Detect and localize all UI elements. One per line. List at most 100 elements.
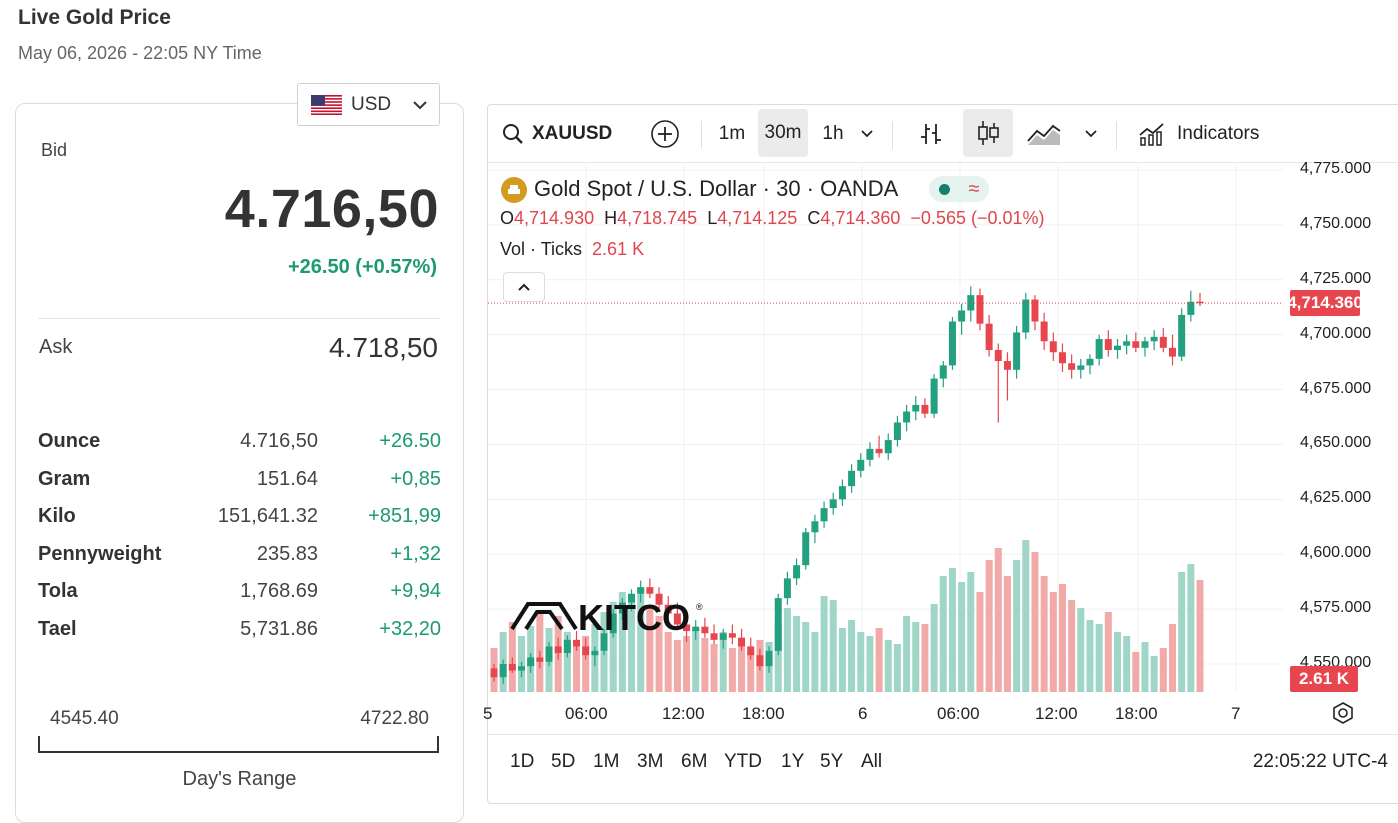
candle-body bbox=[1123, 341, 1131, 346]
volume-bar bbox=[1150, 656, 1158, 692]
candle-body bbox=[1104, 339, 1112, 351]
x-tick-label: 06:00 bbox=[565, 704, 608, 723]
candle-body bbox=[1141, 341, 1149, 348]
area-style-button[interactable] bbox=[1026, 105, 1062, 162]
candle-body bbox=[536, 657, 544, 662]
candle-body bbox=[591, 650, 599, 656]
gold-coin-icon bbox=[501, 177, 527, 203]
volume-bar bbox=[1095, 624, 1103, 692]
volume-bar bbox=[994, 548, 1002, 692]
candle-body bbox=[655, 593, 663, 605]
unit-price: 4.716,50 bbox=[240, 430, 318, 452]
volume-bar bbox=[976, 592, 984, 692]
candle-body bbox=[1132, 341, 1140, 348]
range-6m[interactable]: 6M bbox=[681, 751, 708, 772]
candle-body bbox=[545, 646, 553, 662]
compare-button[interactable] bbox=[650, 105, 680, 162]
range-1m[interactable]: 1M bbox=[593, 751, 620, 772]
range-1y[interactable]: 1Y bbox=[781, 751, 805, 772]
volume-bar bbox=[884, 640, 892, 692]
volume-bar bbox=[609, 602, 617, 692]
toolbar-separator bbox=[1116, 121, 1117, 149]
unit-change: +1,32 bbox=[390, 543, 441, 565]
settings-icon[interactable] bbox=[1331, 701, 1355, 725]
candle-body bbox=[490, 668, 498, 678]
volume-bar bbox=[1113, 632, 1121, 692]
day-range-label: Day's Range bbox=[182, 768, 297, 790]
candle-body bbox=[985, 323, 993, 351]
bar-style-button[interactable] bbox=[918, 105, 944, 162]
volume-bar bbox=[1022, 540, 1030, 692]
candle-body bbox=[774, 598, 782, 651]
day-range-high: 4722.80 bbox=[360, 708, 429, 729]
candle-body bbox=[1095, 339, 1103, 359]
search-icon bbox=[503, 123, 523, 144]
interval-1h[interactable]: 1h bbox=[822, 122, 844, 144]
candle-body bbox=[1168, 347, 1176, 357]
candle-body bbox=[857, 459, 865, 471]
candle-body bbox=[958, 310, 966, 322]
candle-body bbox=[600, 633, 608, 651]
volume-bar bbox=[637, 588, 645, 692]
volume-bar bbox=[1086, 620, 1094, 692]
svg-text:KITCO: KITCO bbox=[578, 597, 690, 636]
market-status-badge[interactable]: ≈ bbox=[929, 176, 989, 202]
bid-change: +26.50 (+0.57%) bbox=[288, 256, 437, 278]
y-tick-label: 4,625.000 bbox=[1300, 489, 1372, 507]
volume-bar bbox=[793, 616, 801, 692]
add-circle-icon bbox=[651, 119, 679, 148]
volume-bar bbox=[903, 616, 911, 692]
candle-body bbox=[1150, 336, 1158, 342]
range-5y[interactable]: 5Y bbox=[820, 751, 844, 772]
y-tick-label: 4,725.000 bbox=[1300, 269, 1372, 287]
range-3m[interactable]: 3M bbox=[637, 751, 664, 772]
close-label: C bbox=[807, 208, 821, 228]
approx-icon: ≈ bbox=[968, 178, 980, 200]
volume-bar bbox=[673, 640, 681, 692]
chart-clock: 22:05:22 UTC-4 bbox=[1252, 751, 1388, 772]
open-label: O bbox=[500, 208, 515, 228]
indicators-icon bbox=[1139, 122, 1164, 146]
indicators-button[interactable]: Indicators bbox=[1138, 105, 1259, 162]
range-ytd[interactable]: YTD bbox=[724, 751, 762, 772]
chart-legend-title: Gold Spot / U.S. Dollar · 30 · OANDA bbox=[534, 176, 899, 201]
interval-30m[interactable]: 30m bbox=[758, 109, 808, 157]
bid-label: Bid bbox=[41, 140, 68, 160]
volume-bar bbox=[783, 608, 791, 692]
page-subtitle: May 06, 2026 - 22:05 NY Time bbox=[18, 43, 262, 63]
y-tick-label: 4,650.000 bbox=[1300, 434, 1372, 452]
volume-bar bbox=[1132, 652, 1140, 692]
collapse-legend-button[interactable] bbox=[503, 272, 545, 302]
interval-dropdown[interactable] bbox=[860, 105, 874, 162]
candle-body bbox=[930, 378, 938, 414]
range-1d[interactable]: 1D bbox=[510, 751, 535, 772]
candle-body bbox=[554, 646, 562, 654]
unit-name: Pennyweight bbox=[38, 543, 162, 565]
volume-bar bbox=[967, 572, 975, 692]
volume-bar bbox=[710, 644, 718, 692]
unit-row: Pennyweight 235.83 +1,32 bbox=[38, 543, 441, 573]
ask-label: Ask bbox=[39, 336, 73, 358]
range-5d[interactable]: 5D bbox=[551, 751, 576, 772]
volume-bar bbox=[747, 652, 755, 692]
unit-price: 5,731.86 bbox=[240, 618, 318, 640]
volume-bar bbox=[875, 628, 883, 692]
range-all[interactable]: All bbox=[861, 751, 883, 772]
candle-body bbox=[582, 646, 590, 656]
price-chart[interactable] bbox=[488, 162, 1398, 734]
open-value: 4,714.930 bbox=[514, 208, 595, 228]
symbol-search[interactable]: XAUUSD bbox=[502, 105, 612, 162]
currency-select[interactable]: USD bbox=[297, 83, 440, 126]
candle-body bbox=[939, 365, 947, 379]
area-chart-icon bbox=[1027, 124, 1061, 145]
candle-body bbox=[609, 613, 617, 634]
interval-1m[interactable]: 1m bbox=[718, 122, 746, 144]
candle-body bbox=[1086, 358, 1094, 366]
chart-type-dropdown[interactable] bbox=[1084, 105, 1098, 162]
low-value: 4,714.125 bbox=[717, 208, 798, 228]
candle-body bbox=[802, 532, 810, 566]
unit-change: +32,20 bbox=[379, 618, 441, 640]
volume-bar bbox=[848, 620, 856, 692]
candles-button[interactable] bbox=[963, 109, 1013, 157]
volume-label: Vol · Ticks bbox=[500, 239, 583, 259]
